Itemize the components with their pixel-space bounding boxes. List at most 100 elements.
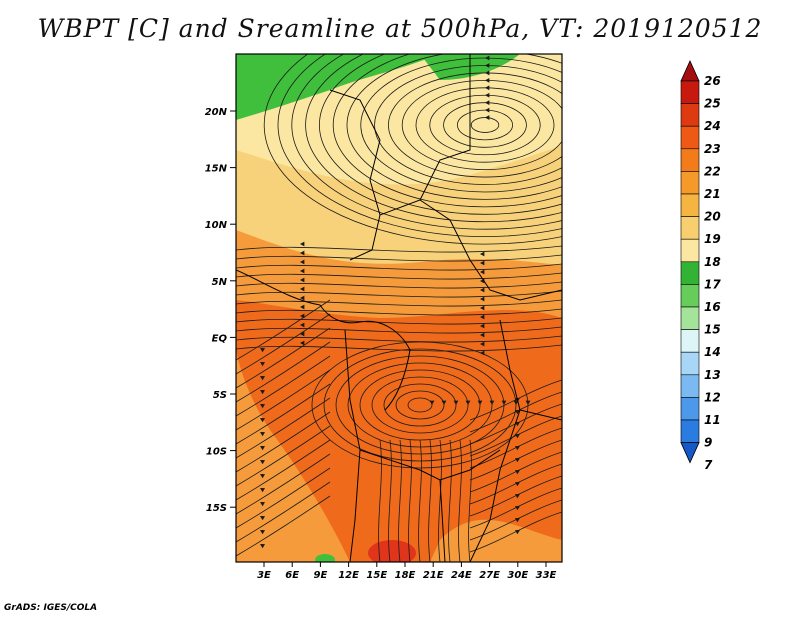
streamline-arrow [515,422,520,427]
streamline [443,102,527,148]
streamline [277,54,562,237]
colorbar-label: 21 [704,187,721,201]
streamline [398,439,402,562]
colorbar-top-arrow [680,60,700,82]
streamline [428,439,432,562]
colorbar-label: 19 [704,232,721,246]
streamline [236,299,562,307]
map-title: WBPT [C] and Sreamline at 500hPa, VT: 20… [37,14,763,43]
streamline [469,475,562,517]
streamline-arrow [480,341,485,347]
colorbar-label: 25 [704,97,721,111]
streamline-arrow [260,488,265,493]
colorbar-bottom-arrow [680,442,700,464]
lon-tick-label: 21E [423,570,444,581]
colorbar-segment [680,171,700,195]
streamline-arrow [485,92,490,98]
lat-tick-label: 5S [213,390,227,401]
streamline [469,379,562,421]
streamline-arrow [260,446,265,451]
streamline-arrow [480,251,485,257]
streamline-arrow [260,362,265,367]
streamline-arrow [485,107,490,113]
field-deep-orange [236,300,562,562]
streamline [468,439,472,562]
streamline-arrow [515,518,520,523]
streamline-arrow [260,418,265,423]
streamline-arrow [260,390,265,395]
streamline-arrow [485,85,490,91]
lon-tick-label: 27E [479,570,500,581]
streamline [469,451,562,493]
streamline [236,397,331,459]
streamline-arrow [515,434,520,439]
streamline [448,439,452,562]
streamline-arrow [300,241,305,247]
lat-tick-label: 10N [205,220,228,231]
streamline-arrow [480,323,485,329]
streamline [263,54,562,245]
streamline-arrow [300,331,305,337]
colorbar-segment [680,80,700,104]
colorbar-segment [680,103,700,127]
streamline-arrow [260,530,265,535]
streamline [388,72,562,178]
streamline-arrow [485,48,489,53]
streamline-arrow [480,287,485,293]
streamline [360,57,562,193]
streamline [469,511,562,553]
colorbar-segment [680,238,700,263]
wbpt-shaded-field [236,18,562,562]
streamline-arrow [429,400,435,405]
streamline-arrow [300,250,305,256]
streamline-arrow [485,33,489,38]
colorbar-label: 11 [704,413,721,427]
streamline-arrow [300,277,305,283]
streamline-arrow [300,304,305,310]
streamline-arrow [485,41,489,46]
colorbar-segment [680,193,700,217]
streamline [469,499,562,541]
colorbar-label: 18 [704,255,721,269]
streamline-arrow [477,400,483,405]
streamline [236,308,562,316]
streamline [469,487,562,529]
streamline-arrow [441,400,447,405]
streamline-arrow [480,314,485,320]
streamline-arrow [480,350,485,356]
streamline-arrow [525,400,531,405]
streamline [429,94,541,156]
lon-tick-label: 3E [257,570,271,581]
streamline-arrow [515,494,520,499]
streamline-arrow [485,18,489,23]
streamline [469,439,562,481]
streamline [236,411,331,473]
streamline [469,415,562,457]
streamline-arrow [300,295,305,301]
colorbar-label: 15 [704,323,721,337]
streamline-arrow [260,544,265,549]
streamline-arrow [515,506,520,511]
colorbar-segment [680,374,700,398]
streamline-arrow [260,516,265,521]
streamline-arrow [515,446,520,451]
streamline-arrow [480,332,485,338]
colorbar-segment [680,125,700,150]
credit-text: GrADS: IGES/COLA [4,603,98,613]
colorbar-segment [680,306,700,330]
streamline [319,54,562,215]
colorbar-segment [680,261,700,285]
colorbar-label: 20 [704,210,721,224]
streamline [236,355,331,417]
streamline [236,313,331,375]
lon-tick-label: 18E [395,570,416,581]
streamline-arrow [485,26,489,31]
streamline-arrow [501,400,507,405]
lat-tick-label: EQ [212,333,228,344]
streamline [236,326,562,334]
streamline [236,290,562,298]
field-green-south [315,554,335,562]
streamline [236,327,331,389]
lat-tick-label: 15N [205,164,228,175]
colorbar-label: 7 [704,458,713,472]
